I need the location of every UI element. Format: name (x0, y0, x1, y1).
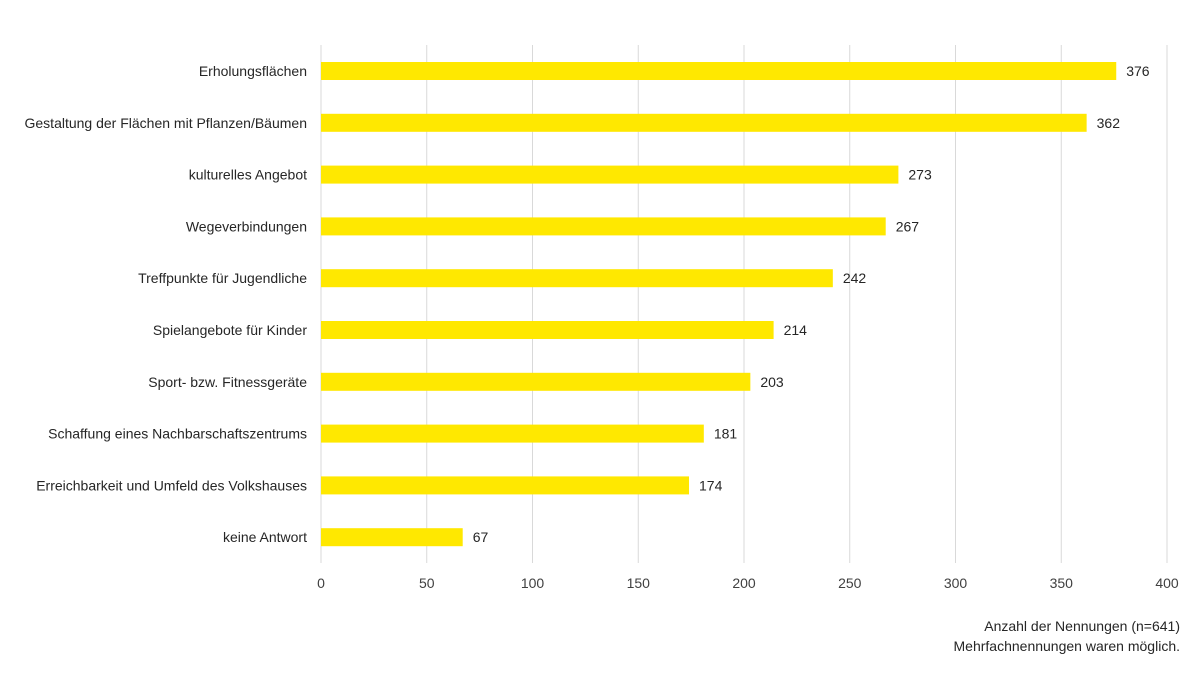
category-label: Treffpunkte für Jugendliche (138, 270, 307, 286)
x-tick-label: 250 (838, 575, 862, 591)
value-label: 362 (1097, 115, 1121, 131)
category-label: Wegeverbindungen (186, 218, 307, 234)
x-tick-label: 150 (627, 575, 651, 591)
value-label: 67 (473, 529, 489, 545)
footnote-multiple-answers: Mehrfachnennungen waren möglich. (953, 638, 1180, 654)
value-label: 267 (896, 218, 920, 234)
bar (321, 476, 690, 495)
category-label: Erholungsflächen (199, 63, 307, 79)
bar (321, 372, 751, 391)
x-tick-label: 50 (419, 575, 435, 591)
category-label: Spielangebote für Kinder (153, 322, 307, 338)
category-label: Sport- bzw. Fitnessgeräte (148, 374, 307, 390)
value-label: 181 (714, 426, 738, 442)
bar (321, 528, 463, 547)
bar (321, 217, 886, 236)
bar (321, 321, 774, 339)
x-tick-label: 0 (317, 575, 325, 591)
x-tick-label: 100 (521, 575, 545, 591)
bar (321, 165, 899, 184)
x-tick-label: 300 (944, 575, 968, 591)
category-label: kulturelles Angebot (189, 167, 307, 183)
value-label: 376 (1126, 63, 1150, 79)
value-label: 174 (699, 477, 723, 493)
category-label: keine Antwort (223, 529, 307, 545)
x-tick-label: 400 (1155, 575, 1179, 591)
x-tick-label: 200 (732, 575, 756, 591)
value-label: 203 (760, 374, 784, 390)
bar (321, 424, 704, 443)
bar (321, 113, 1087, 132)
value-label: 214 (784, 322, 808, 338)
x-tick-label: 350 (1050, 575, 1074, 591)
bar (321, 62, 1117, 80)
category-label: Gestaltung der Flächen mit Pflanzen/Bäum… (25, 115, 308, 131)
category-label: Schaffung eines Nachbarschaftszentrums (48, 426, 307, 442)
category-label: Erreichbarkeit und Umfeld des Volkshause… (36, 477, 307, 493)
bar (321, 269, 833, 288)
chart-footnote: Anzahl der Nennungen (n=641) Mehrfachnen… (954, 616, 1180, 656)
value-label: 273 (908, 167, 932, 183)
value-label: 242 (843, 270, 867, 286)
footnote-count: Anzahl der Nennungen (n=641) (984, 618, 1180, 634)
